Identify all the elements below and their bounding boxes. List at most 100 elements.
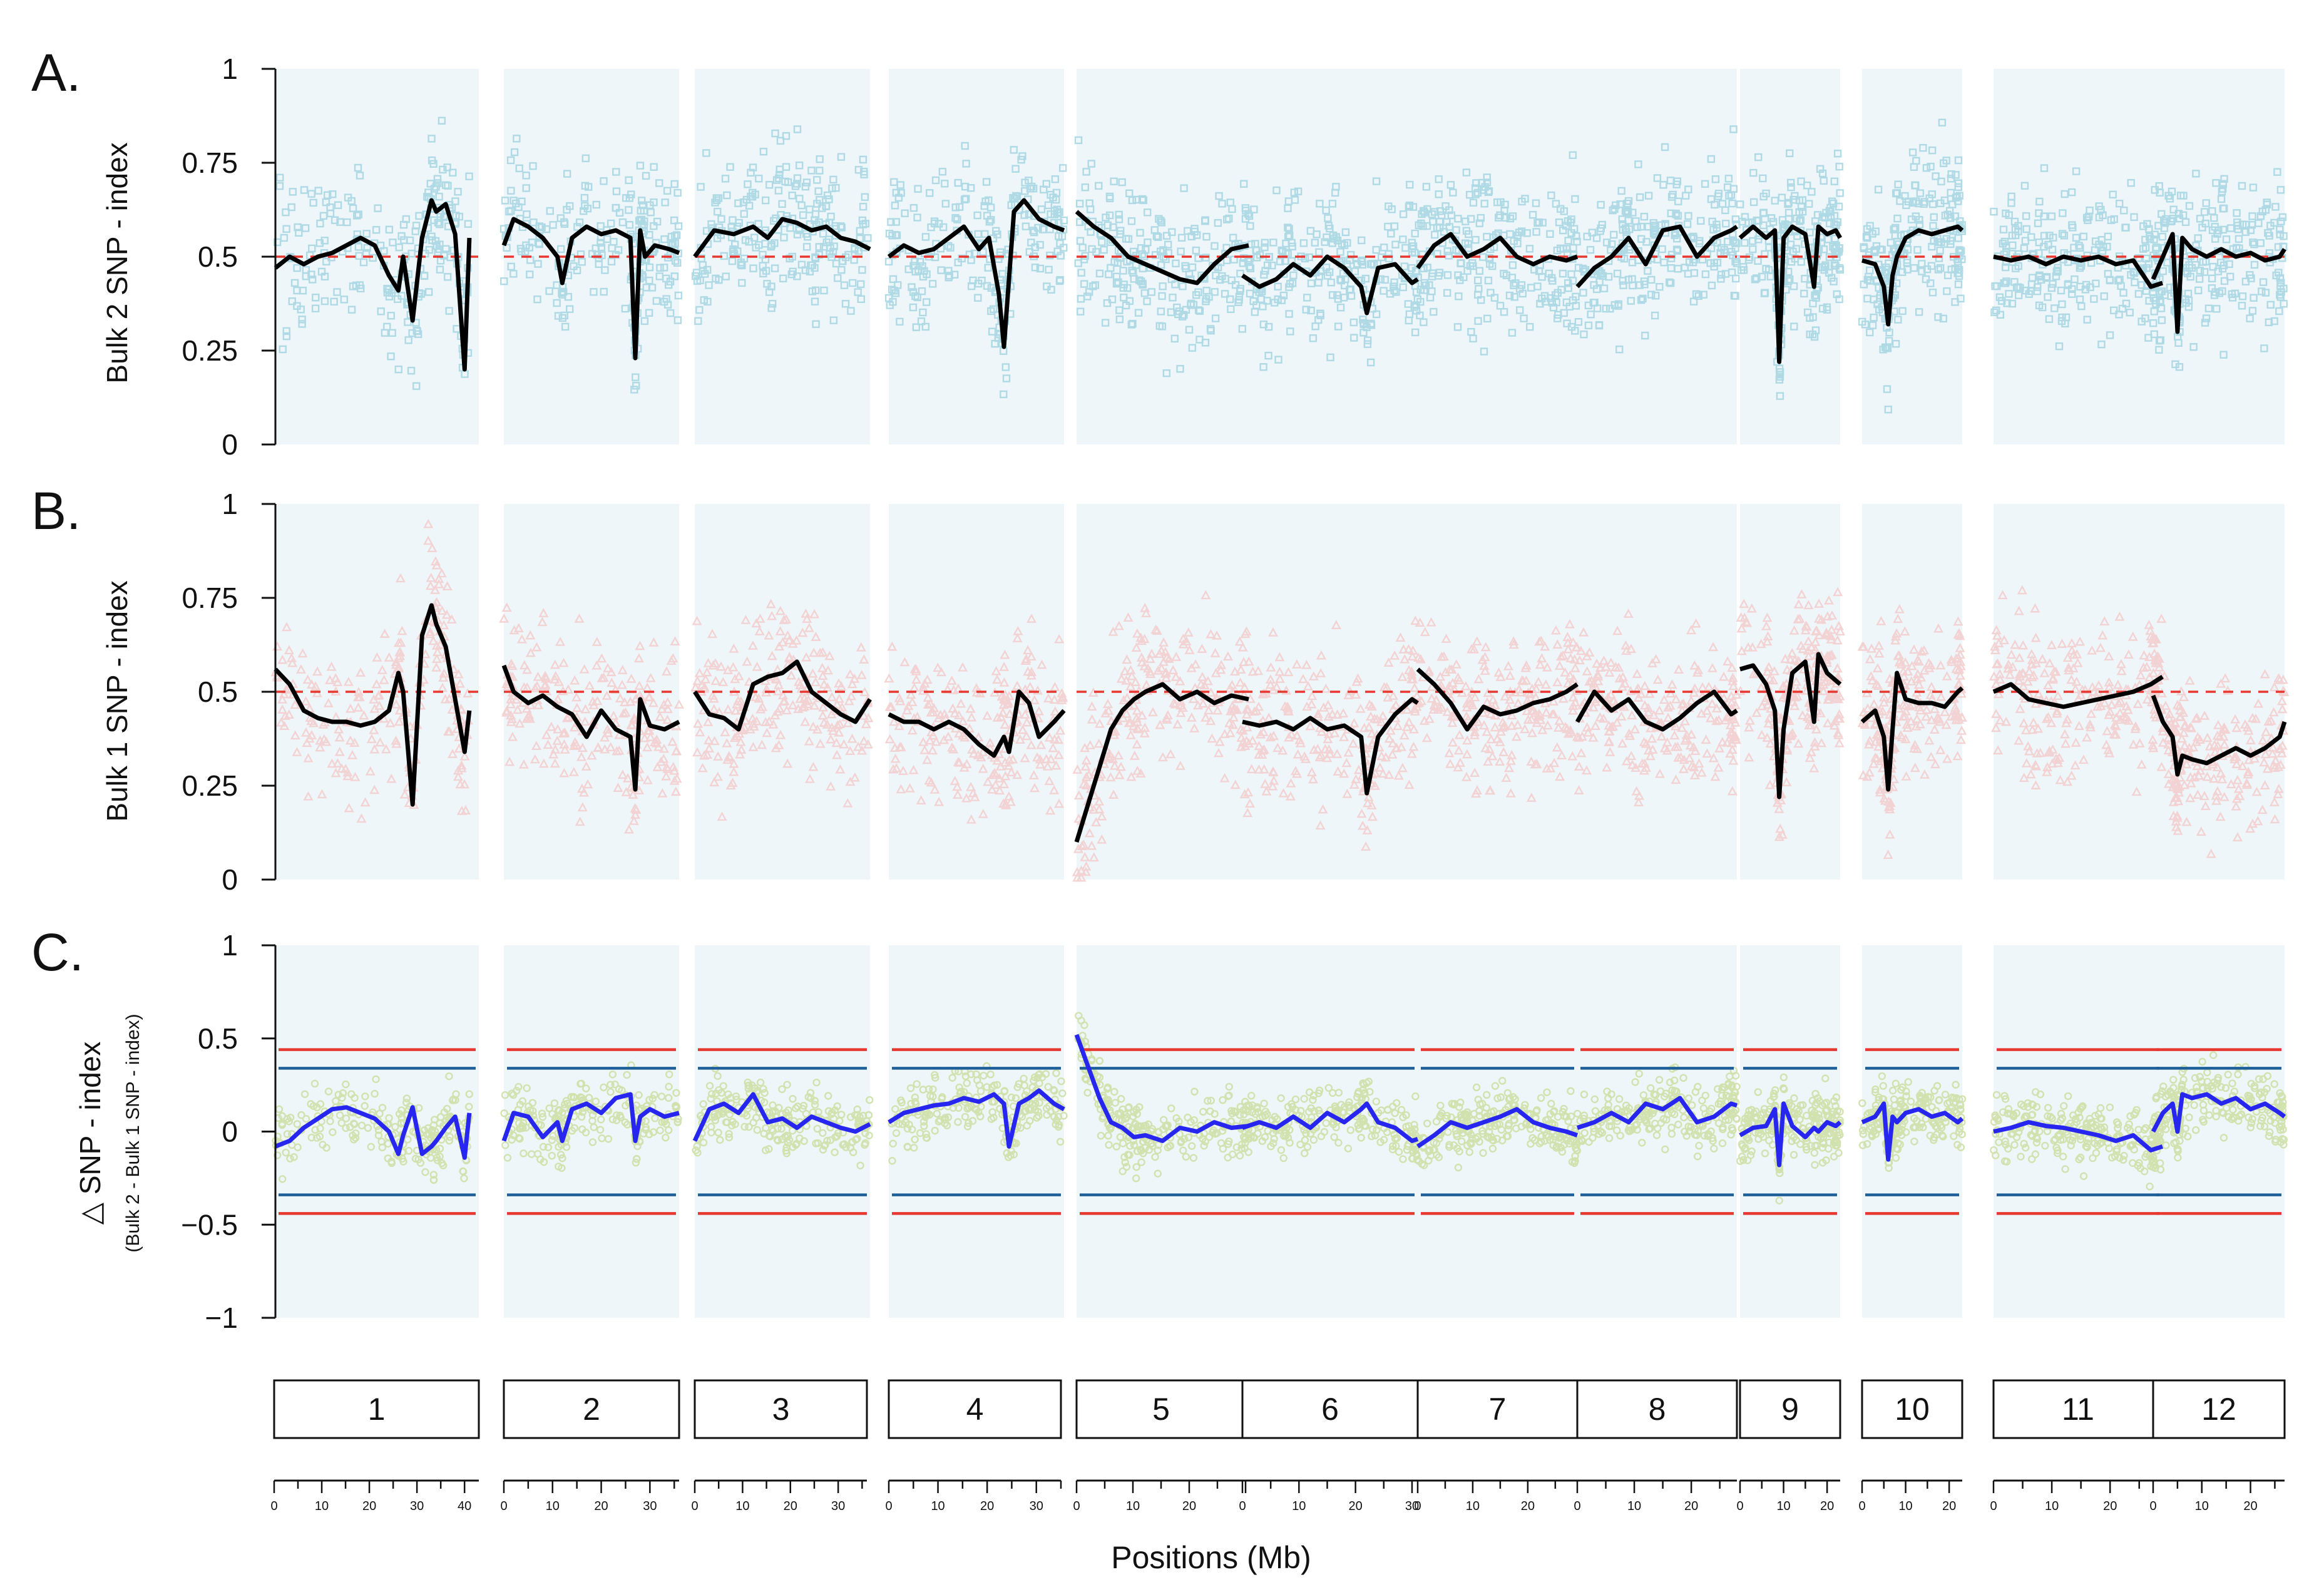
snp-point (581, 154, 590, 163)
snp-point (937, 266, 945, 274)
snp-point (1462, 168, 1471, 177)
snp-point (1223, 215, 1231, 223)
snp-point (340, 295, 349, 304)
snp-point (1339, 294, 1348, 302)
snp-point (1251, 308, 1259, 316)
snp-point (596, 239, 605, 247)
snp-point (601, 266, 609, 274)
snp-point (1143, 297, 1151, 306)
snp-point (1530, 265, 1538, 274)
snp-point (501, 197, 509, 205)
snp-point (816, 167, 824, 175)
snp-point (1420, 264, 1428, 272)
snp-point (289, 188, 297, 196)
snp-point (394, 365, 402, 374)
snp-point (729, 245, 737, 254)
snp-point (849, 279, 857, 287)
snp-point (699, 261, 707, 269)
snp-point (1236, 269, 1244, 278)
snp-point (585, 183, 593, 191)
snp-point (1287, 239, 1296, 247)
snp-point (311, 304, 320, 312)
snp-point (1168, 228, 1176, 236)
snp-point (1206, 325, 1215, 333)
snp-point (793, 125, 802, 133)
snp-point (911, 257, 919, 265)
snp-point (1095, 269, 1104, 278)
snp-point (858, 265, 866, 274)
snp-point (1120, 294, 1128, 302)
snp-point (1390, 278, 1398, 287)
snp-point (1100, 245, 1108, 254)
snp-point (930, 219, 939, 228)
snp-point (436, 220, 444, 229)
snp-point (1177, 247, 1185, 255)
snp-point (607, 257, 616, 265)
snp-point (1246, 289, 1254, 298)
snp-point (984, 264, 992, 272)
snp-point (733, 222, 742, 231)
snp-point (1285, 283, 1293, 291)
snp-point (1559, 226, 1567, 235)
snp-point (1095, 182, 1103, 190)
snp-point (1115, 215, 1124, 223)
snp-point (1087, 228, 1095, 236)
snp-point (640, 317, 649, 326)
snp-point (1419, 222, 1427, 230)
snp-point (857, 295, 866, 304)
snp-point (1528, 210, 1537, 219)
snp-point (1027, 239, 1035, 247)
snp-point (1315, 272, 1323, 280)
snp-point (1363, 340, 1372, 348)
snp-point (1569, 151, 1577, 160)
snp-point (1182, 264, 1190, 272)
snp-point (636, 162, 645, 170)
snp-point (315, 239, 324, 247)
snp-point (287, 203, 295, 212)
snp-point (1211, 314, 1220, 322)
snp-point (293, 286, 301, 295)
snp-point (1214, 218, 1222, 227)
snp-point (1261, 267, 1269, 275)
snp-point (860, 170, 868, 178)
snp-point (1505, 291, 1514, 300)
snp-point (859, 202, 868, 211)
snp-point (1044, 201, 1053, 210)
snp-point (1020, 211, 1028, 219)
snp-point (435, 192, 443, 201)
snp-point (632, 381, 640, 390)
snp-point (776, 170, 784, 179)
snp-point (1323, 272, 1332, 280)
snp-point (938, 168, 947, 176)
snp-point (558, 289, 566, 297)
snp-point (1481, 183, 1490, 191)
snp-point (580, 193, 589, 202)
snp-point (1420, 286, 1428, 294)
snp-point (465, 172, 473, 180)
snp-point (765, 181, 774, 189)
snp-point (1311, 239, 1319, 247)
snp-point (1115, 306, 1124, 314)
snp-point (1508, 212, 1517, 220)
snp-point (566, 202, 574, 210)
snp-point (741, 236, 750, 244)
snp-point (295, 229, 303, 237)
snp-point (671, 257, 680, 265)
snp-point (645, 230, 653, 239)
snp-point (858, 216, 867, 225)
snp-point (322, 257, 330, 266)
snp-point (1535, 267, 1543, 275)
snp-point (635, 217, 643, 225)
snp-point (1046, 251, 1054, 260)
snp-point (1050, 210, 1059, 218)
snp-point (1572, 302, 1580, 310)
snp-point (1343, 239, 1351, 247)
snp-point (642, 172, 650, 180)
snp-point (909, 303, 918, 312)
snp-point (312, 294, 320, 302)
snp-point (1564, 284, 1572, 292)
snp-point (343, 218, 351, 227)
snp-point (1435, 175, 1443, 183)
snp-point (1520, 314, 1528, 322)
snp-point (652, 297, 661, 305)
